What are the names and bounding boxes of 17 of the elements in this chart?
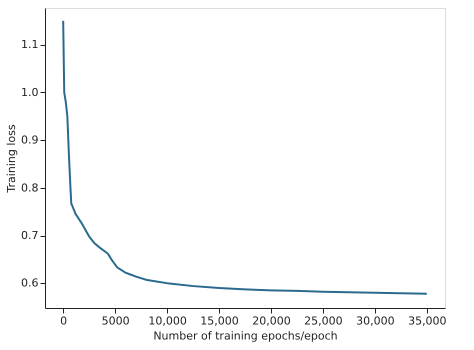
x-tick-label: 5000 (102, 314, 130, 328)
x-tick-label: 25,000 (304, 314, 343, 328)
y-tick-label: 0.6 (21, 276, 38, 290)
x-tick-label: 30,000 (356, 314, 395, 328)
x-tick-label: 20,000 (252, 314, 291, 328)
line-series (62, 20, 428, 295)
x-tick-label: 0 (60, 314, 68, 328)
y-tick-label: 1.0 (21, 86, 38, 99)
y-tick-label: 0.9 (21, 134, 38, 147)
y-tick-label: 1.1 (21, 38, 38, 52)
x-axis-title: Number of training epochs/epoch (153, 330, 338, 342)
x-tick-label: 10,000 (148, 314, 187, 328)
y-axis-title: Training loss (5, 124, 18, 194)
x-tick-label: 35,000 (408, 314, 447, 328)
x-tick-label: 15,000 (200, 314, 239, 328)
y-tick-label: 0.7 (21, 229, 38, 242)
y-tick-label: 0.8 (21, 181, 38, 194)
